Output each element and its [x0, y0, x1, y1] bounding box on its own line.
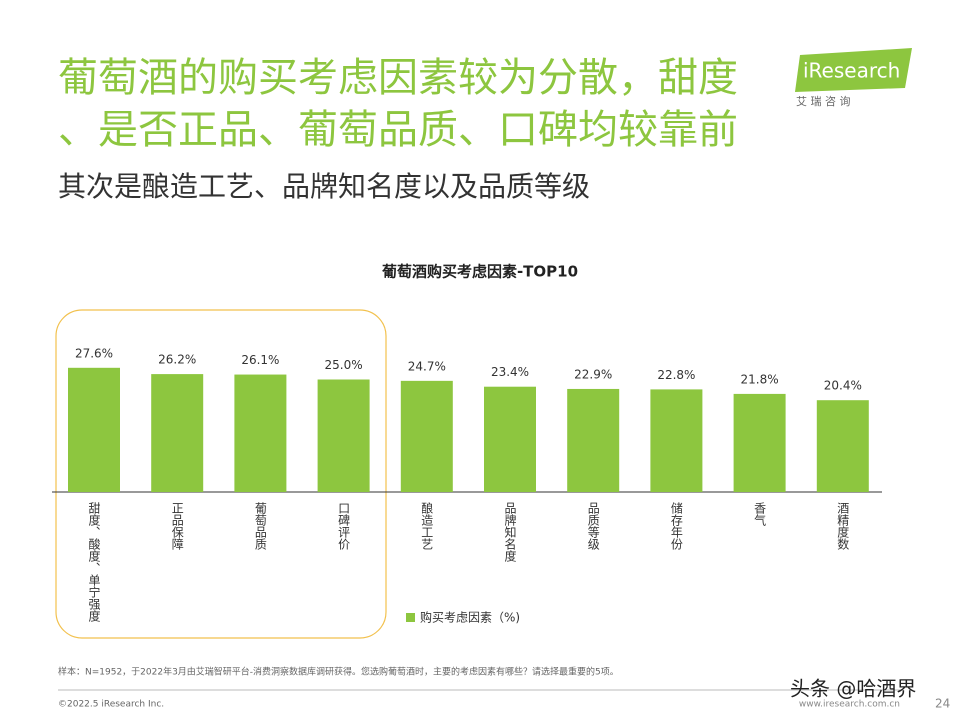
value-label: 23.4%	[491, 365, 529, 379]
x-tick-label: 品牌知名度	[503, 502, 517, 562]
bar	[650, 389, 703, 492]
highlight-box	[55, 309, 387, 639]
bar	[68, 367, 120, 492]
value-label: 26.2%	[158, 353, 196, 367]
legend-swatch	[406, 613, 415, 622]
bar	[733, 393, 786, 492]
x-tick-label: 口碑评价	[337, 502, 351, 550]
copyright: ©2022.5 iResearch Inc.	[58, 700, 164, 710]
bar	[567, 388, 620, 492]
x-tick-label: 酒精度数	[836, 502, 850, 551]
value-label: 26.1%	[241, 353, 279, 367]
x-tick-label: 葡萄品质	[253, 502, 267, 550]
bar	[151, 374, 204, 492]
note: 样本：N=1952，于2022年3月由艾瑞智研平台-消费洞察数据库调研获得。您选…	[58, 666, 619, 678]
bar	[484, 386, 536, 492]
subheadline: 其次是酿造工艺、品牌知名度以及品质等级	[58, 170, 590, 203]
value-label: 22.9%	[574, 367, 612, 381]
value-label: 22.8%	[657, 368, 695, 382]
legend-label: 购买考虑因素（%)	[420, 610, 520, 625]
bar	[317, 379, 370, 492]
value-label: 20.4%	[824, 379, 862, 393]
value-label: 25.0%	[325, 358, 363, 372]
bar	[400, 380, 453, 492]
logo-sub: 艾 瑞 咨 询	[796, 94, 851, 108]
value-label: 27.6%	[75, 346, 113, 360]
page-number: 24	[935, 697, 950, 711]
logo: iResearch	[803, 59, 900, 83]
chart-title: 葡萄酒购买考虑因素-TOP10	[381, 263, 578, 281]
value-label: 21.8%	[741, 372, 779, 386]
x-tick-label: 正品保障	[170, 502, 184, 550]
x-tick-label: 酿造工艺	[420, 501, 434, 550]
x-tick-label: 香气	[753, 502, 767, 526]
x-tick-label: 品质等级	[586, 502, 600, 550]
headline: 、是否正品、葡萄品质、口碑均较靠前	[58, 107, 738, 153]
website: www.iresearch.com.cn	[799, 700, 900, 710]
logo-shape	[795, 48, 912, 92]
x-tick-label: 甜度、酸度、单宁强度	[87, 502, 101, 622]
x-tick-label: 储存年份	[669, 501, 683, 550]
headline: 葡萄酒的购买考虑因素较为分散，甜度	[58, 55, 738, 101]
bar	[234, 374, 287, 492]
watermark: 头条 @哈酒界	[790, 677, 916, 701]
value-label: 24.7%	[408, 359, 446, 373]
bar	[816, 400, 869, 492]
